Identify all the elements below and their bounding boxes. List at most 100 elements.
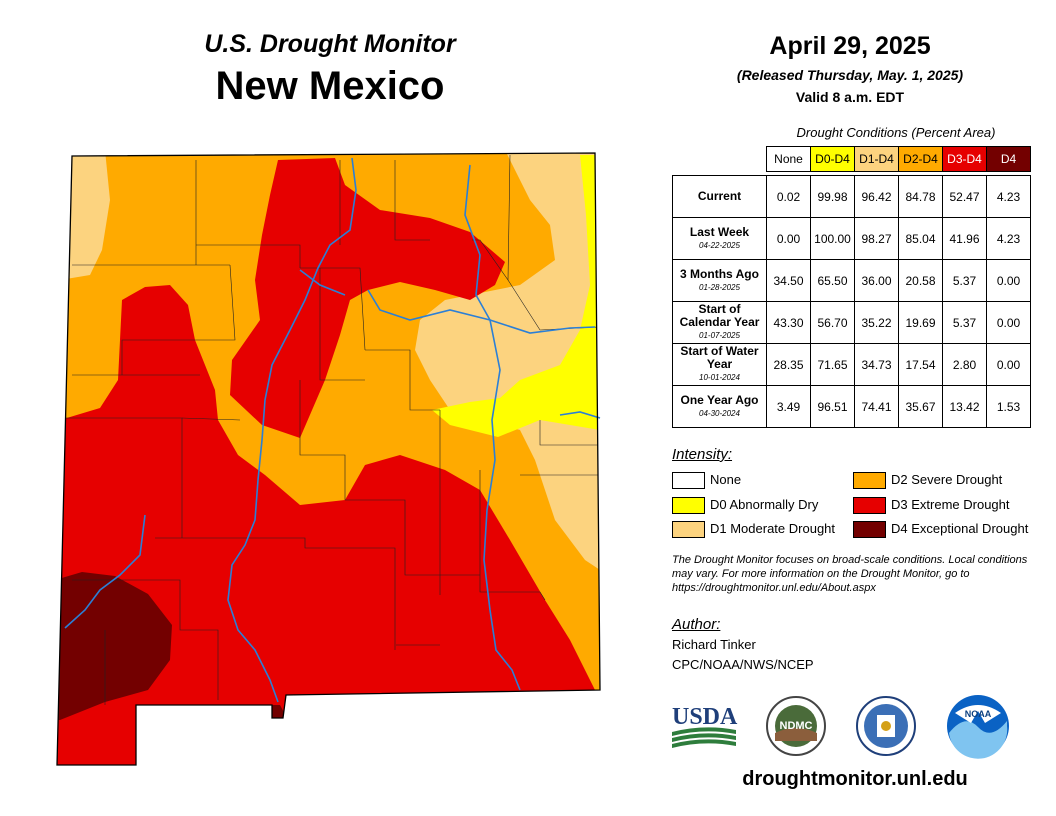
pecos-river bbox=[464, 164, 521, 691]
row-label-text: Last Week bbox=[689, 224, 750, 239]
table-cell: 28.35 bbox=[766, 343, 811, 386]
table-cell: 71.65 bbox=[810, 343, 855, 386]
row-label: Current bbox=[672, 175, 767, 218]
usda-logo-text: USDA bbox=[672, 704, 738, 730]
table-cell: 34.50 bbox=[766, 259, 811, 302]
legend-swatch bbox=[672, 521, 705, 538]
usda-logo-icon: USDA bbox=[672, 704, 738, 748]
row-label-text: Start of Water Year bbox=[680, 344, 759, 371]
canadian-river bbox=[367, 289, 596, 334]
table-cell: 35.67 bbox=[898, 385, 943, 428]
row-label-text: One Year Ago bbox=[680, 392, 759, 407]
table-cell: 98.27 bbox=[854, 217, 899, 260]
d1-region-northwest bbox=[60, 153, 110, 280]
table-cell: 0.00 bbox=[986, 343, 1031, 386]
col-header-d2-d4: D2-D4 bbox=[898, 146, 943, 172]
legend-label: D1 Moderate Drought bbox=[710, 521, 836, 536]
footer-url[interactable]: droughtmonitor.unl.edu bbox=[742, 768, 968, 790]
table-cell: 17.54 bbox=[898, 343, 943, 386]
d3-region-northcentral bbox=[230, 158, 505, 438]
drought-conditions-table: None D0-D4 D1-D4 D2-D4 D3-D4 D4 Current 0… bbox=[672, 146, 1031, 428]
noaa-logo-icon: NOAA bbox=[947, 695, 1009, 759]
table-cell: 0.02 bbox=[766, 175, 811, 218]
table-cell: 85.04 bbox=[898, 217, 943, 260]
table-cell: 0.00 bbox=[986, 301, 1031, 344]
row-label-date: 10-01-2024 bbox=[699, 373, 740, 382]
table-row: 3 Months Ago 01-28-2025 34.50 65.50 36.00 20.… bbox=[672, 259, 1031, 302]
table-cell: 99.98 bbox=[810, 175, 855, 218]
row-label-text: Current bbox=[697, 189, 742, 203]
legend-label: D2 Severe Drought bbox=[891, 472, 1003, 487]
release-date: (Released Thursday, May. 1, 2025) bbox=[736, 67, 964, 83]
map-title: New Mexico bbox=[215, 64, 445, 108]
table-cell: 5.37 bbox=[942, 259, 987, 302]
table-row: Last Week 04-22-2025 0.00 100.00 98.27 85.04 4… bbox=[672, 217, 1031, 260]
table-row: One Year Ago 04-30-2024 3.49 96.51 74.41 35.6… bbox=[672, 385, 1031, 428]
table-cell: 84.78 bbox=[898, 175, 943, 218]
table-cell: 41.96 bbox=[942, 217, 987, 260]
row-label-date: 01-28-2025 bbox=[699, 282, 740, 292]
legend-label: None bbox=[710, 472, 742, 487]
table-cell: 20.58 bbox=[898, 259, 943, 302]
table-cell: 4.23 bbox=[986, 217, 1031, 260]
table-cell: 35.22 bbox=[854, 301, 899, 344]
legend-label: D4 Exceptional Drought bbox=[891, 521, 1029, 536]
nws-logo-icon bbox=[856, 696, 916, 756]
east-river bbox=[559, 411, 601, 419]
table-cell: 43.30 bbox=[766, 301, 811, 344]
row-label-date: 04-22-2025 bbox=[699, 240, 740, 250]
col-header-d0-d4: D0-D4 bbox=[810, 146, 855, 172]
table-cell: 96.42 bbox=[854, 175, 899, 218]
county-lines bbox=[60, 154, 600, 705]
d0-region-east bbox=[432, 155, 600, 437]
legend-label: D0 Abnormally Dry bbox=[710, 497, 819, 512]
legend-swatch bbox=[853, 472, 886, 489]
table-cell: 52.47 bbox=[942, 175, 987, 218]
col-header-d3-d4: D3-D4 bbox=[942, 146, 987, 172]
author-heading: Author: bbox=[672, 616, 721, 633]
table-cell: 3.49 bbox=[766, 385, 811, 428]
legend-swatch bbox=[853, 521, 886, 538]
table-cell: 96.51 bbox=[810, 385, 855, 428]
col-header-d1-d4: D1-D4 bbox=[854, 146, 899, 172]
col-header-none: None bbox=[766, 146, 811, 172]
table-cell: 13.42 bbox=[942, 385, 987, 428]
table-cell: 0.00 bbox=[986, 259, 1031, 302]
row-label: 3 Months Ago 01-28-2025 bbox=[672, 259, 767, 302]
row-label-date: 01-07-2025 bbox=[699, 331, 740, 340]
col-header-d4: D4 bbox=[986, 146, 1031, 172]
rio-grande-river bbox=[227, 157, 357, 703]
san-juan-river bbox=[299, 269, 346, 296]
d4-region-southwest bbox=[57, 572, 172, 720]
noaa-logo-text: NOAA bbox=[965, 709, 992, 719]
state-outline bbox=[56, 152, 601, 766]
table-row: Start of Water Year 10-01-2024 28.35 71.65 3… bbox=[672, 343, 1031, 386]
table-cell: 36.00 bbox=[854, 259, 899, 302]
table-cell: 74.41 bbox=[854, 385, 899, 428]
table-row: Start of Calendar Year 01-07-2025 43.30 56.… bbox=[672, 301, 1031, 344]
legend-title: Intensity: bbox=[672, 446, 733, 463]
table-cell: 19.69 bbox=[898, 301, 943, 344]
disclaimer-note: The Drought Monitor focuses on broad-sca… bbox=[672, 554, 1028, 594]
table-cell: 34.73 bbox=[854, 343, 899, 386]
row-label: Start of Water Year 10-01-2024 bbox=[672, 343, 767, 386]
map-subtitle: U.S. Drought Monitor bbox=[204, 30, 456, 58]
author-name: Richard Tinker bbox=[672, 637, 756, 652]
table-cell: 65.50 bbox=[810, 259, 855, 302]
table-caption: Drought Conditions (Percent Area) bbox=[796, 125, 996, 140]
row-label-text: Start of Calendar Year bbox=[679, 302, 760, 329]
d3-region-west bbox=[57, 285, 595, 765]
legend-swatch bbox=[672, 472, 705, 489]
drought-map bbox=[56, 152, 601, 766]
row-label: One Year Ago 04-30-2024 bbox=[672, 385, 767, 428]
table-cell: 0.00 bbox=[766, 217, 811, 260]
legend-label: D3 Extreme Drought bbox=[891, 497, 1010, 512]
legend-swatch bbox=[672, 497, 705, 514]
valid-time: Valid 8 a.m. EDT bbox=[795, 89, 905, 105]
table-cell: 2.80 bbox=[942, 343, 987, 386]
row-label-date: 04-30-2024 bbox=[699, 408, 740, 418]
row-label: Start of Calendar Year 01-07-2025 bbox=[672, 301, 767, 344]
row-label-text: 3 Months Ago bbox=[680, 266, 759, 281]
table-cell: 56.70 bbox=[810, 301, 855, 344]
row-label: Last Week 04-22-2025 bbox=[672, 217, 767, 260]
